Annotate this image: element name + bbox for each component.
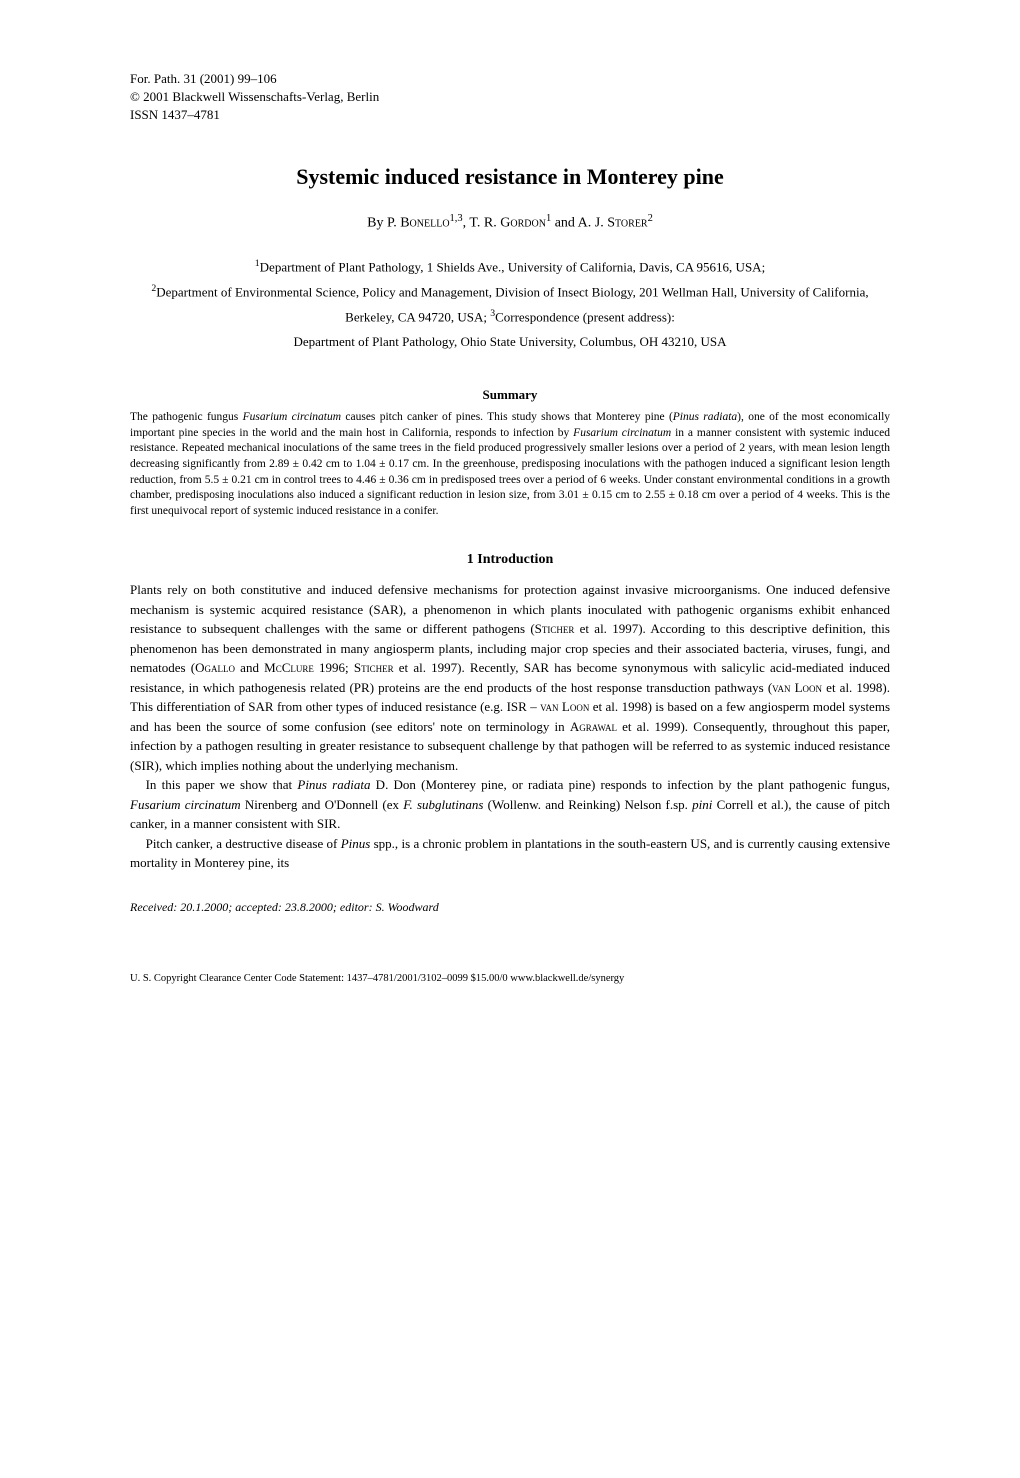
journal-copyright: © 2001 Blackwell Wissenschafts-Verlag, B… [130,88,890,106]
received-line: Received: 20.1.2000; accepted: 23.8.2000… [130,898,890,916]
intro-para-3: Pitch canker, a destructive disease of P… [130,834,890,873]
affiliations: 1Department of Plant Pathology, 1 Shield… [130,255,890,355]
journal-issn: ISSN 1437–4781 [130,106,890,124]
author-2-surname: Gordon [500,215,546,230]
byline: By P. Bonello1,3, T. R. Gordon1 and A. J… [130,211,890,234]
aff-1: Department of Plant Pathology, 1 Shields… [260,260,766,275]
copyright-footer: U. S. Copyright Clearance Center Code St… [130,971,890,987]
author-3-initials: A. J. [578,215,608,230]
byline-prefix: By [367,215,387,230]
aff-3-label: Correspondence (present address): [495,310,675,325]
section-1-heading: 1 Introduction [130,549,890,570]
author-2-initials: T. R. [469,215,500,230]
author-1-initials: P. [387,215,400,230]
summary-heading: Summary [130,385,890,405]
summary-text: The pathogenic fungus Fusarium circinatu… [130,410,890,519]
author-3-sup: 2 [648,213,653,224]
article-title: Systemic induced resistance in Monterey … [130,160,890,193]
intro-para-2: In this paper we show that Pinus radiata… [130,775,890,834]
aff-3: Department of Plant Pathology, Ohio Stat… [293,334,726,349]
journal-citation: For. Path. 31 (2001) 99–106 [130,70,890,88]
intro-para-1: Plants rely on both constitutive and ind… [130,580,890,775]
author-2-sup: 1 [546,213,551,224]
author-3-surname: Storer [607,215,647,230]
author-1-surname: Bonello [400,215,449,230]
journal-info: For. Path. 31 (2001) 99–106 © 2001 Black… [130,70,890,125]
author-1-sup: 1,3 [450,213,463,224]
